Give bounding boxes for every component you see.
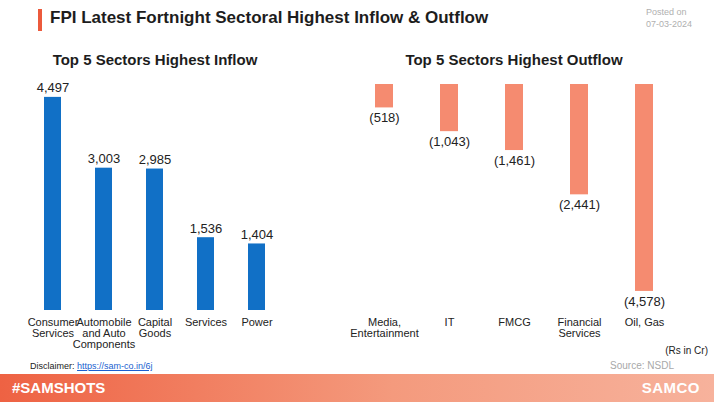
html-text:Top 5 Sectors Highest Inflow: Top 5 Sectors Highest Inflow	[52, 51, 258, 68]
svg-text:(4,578): (4,578)	[624, 294, 665, 309]
html-text:(Rs in Cr): (Rs in Cr)	[665, 345, 708, 356]
html-text:Source: NSDL: Source: NSDL	[610, 360, 674, 371]
html-text:SAMCO: SAMCO	[641, 379, 700, 396]
svg-text:(1,043): (1,043)	[429, 134, 470, 149]
html-text:Disclaimer: https://sam-co.in/: Disclaimer: https://sam-co.in/6j	[30, 361, 153, 371]
html-text:#SAMSHOTS: #SAMSHOTS	[12, 379, 106, 396]
svg-text:Automobileand AutoComponents: Automobileand AutoComponents	[73, 316, 136, 350]
svg-text:Oil, Gas: Oil, Gas	[625, 316, 665, 328]
html-text:FPI Latest Fortnight Sectoral: FPI Latest Fortnight Sectoral Highest In…	[50, 8, 489, 27]
svg-text:(2,441): (2,441)	[559, 197, 600, 212]
svg-text:4,497: 4,497	[37, 80, 70, 95]
svg-text:FinancialServices: FinancialServices	[557, 316, 601, 339]
svg-text:Media,Entertainment: Media,Entertainment	[350, 316, 418, 339]
svg-text:1,404: 1,404	[241, 227, 274, 242]
svg-text:FMCG: FMCG	[498, 316, 530, 328]
svg-text:3,003: 3,003	[88, 151, 121, 166]
html-text:07-03-2024: 07-03-2024	[646, 19, 692, 29]
svg-text:2,985: 2,985	[139, 152, 172, 167]
html-text:Top 5 Sectors Highest Outflow: Top 5 Sectors Highest Outflow	[405, 51, 623, 68]
svg-text:(1,461): (1,461)	[494, 153, 535, 168]
svg-text:(518): (518)	[369, 110, 399, 125]
svg-text:Power: Power	[241, 316, 273, 328]
html-text:Posted on: Posted on	[646, 7, 687, 17]
svg-text:1,536: 1,536	[190, 221, 223, 236]
svg-text:IT: IT	[445, 316, 455, 328]
svg-text:ConsumerServices: ConsumerServices	[28, 316, 79, 339]
svg-text:CapitalGoods: CapitalGoods	[138, 316, 172, 339]
svg-text:Services: Services	[185, 316, 228, 328]
